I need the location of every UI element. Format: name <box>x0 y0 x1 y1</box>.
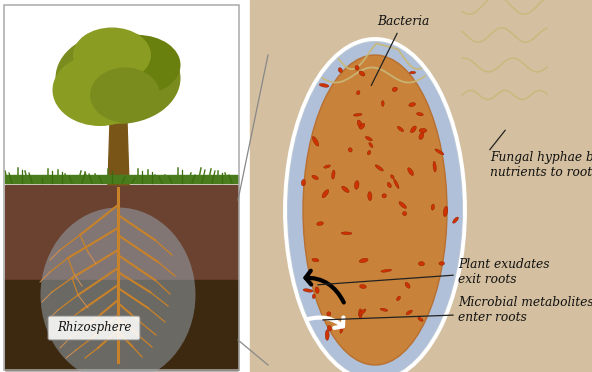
Ellipse shape <box>353 113 362 116</box>
Ellipse shape <box>410 71 416 74</box>
Ellipse shape <box>341 232 352 235</box>
Ellipse shape <box>355 180 359 189</box>
Ellipse shape <box>418 317 423 321</box>
Ellipse shape <box>431 204 435 210</box>
FancyBboxPatch shape <box>48 316 140 340</box>
Text: Fungal hyphae bring
nutrients to roots: Fungal hyphae bring nutrients to roots <box>490 151 592 179</box>
Text: Microbial metabolites
enter roots: Microbial metabolites enter roots <box>458 296 592 324</box>
Ellipse shape <box>403 212 407 216</box>
Ellipse shape <box>381 269 392 272</box>
Ellipse shape <box>359 285 366 289</box>
Ellipse shape <box>419 262 424 266</box>
Ellipse shape <box>359 309 366 315</box>
Ellipse shape <box>324 165 330 168</box>
Ellipse shape <box>408 168 414 176</box>
Ellipse shape <box>406 310 412 315</box>
Ellipse shape <box>312 175 318 180</box>
Ellipse shape <box>368 192 372 201</box>
Ellipse shape <box>367 150 371 155</box>
Ellipse shape <box>397 296 400 301</box>
Ellipse shape <box>443 206 448 217</box>
Ellipse shape <box>338 68 342 73</box>
Polygon shape <box>5 280 238 370</box>
Ellipse shape <box>73 28 151 83</box>
Ellipse shape <box>387 182 391 187</box>
Ellipse shape <box>53 54 147 126</box>
Ellipse shape <box>358 120 362 129</box>
Ellipse shape <box>409 103 416 107</box>
Ellipse shape <box>95 35 181 95</box>
Ellipse shape <box>355 65 359 70</box>
Ellipse shape <box>313 137 318 146</box>
Ellipse shape <box>327 326 332 331</box>
Ellipse shape <box>375 165 384 171</box>
Ellipse shape <box>340 326 343 333</box>
Ellipse shape <box>322 190 329 198</box>
Text: Bacteria: Bacteria <box>371 15 429 86</box>
Polygon shape <box>108 122 129 185</box>
Ellipse shape <box>365 137 372 141</box>
Ellipse shape <box>433 161 436 172</box>
Ellipse shape <box>90 67 160 122</box>
Ellipse shape <box>319 83 329 87</box>
Ellipse shape <box>417 112 423 116</box>
Ellipse shape <box>303 55 447 365</box>
Ellipse shape <box>56 32 181 124</box>
Ellipse shape <box>342 186 349 193</box>
Ellipse shape <box>397 126 404 132</box>
Ellipse shape <box>303 289 313 292</box>
Polygon shape <box>5 185 238 370</box>
Polygon shape <box>5 175 238 183</box>
Ellipse shape <box>332 170 335 179</box>
Ellipse shape <box>359 258 368 263</box>
Ellipse shape <box>399 202 407 208</box>
Ellipse shape <box>301 179 305 186</box>
Ellipse shape <box>369 142 373 148</box>
Ellipse shape <box>435 149 444 155</box>
Ellipse shape <box>312 294 316 299</box>
Ellipse shape <box>410 126 416 133</box>
Ellipse shape <box>394 179 399 189</box>
Ellipse shape <box>312 258 319 262</box>
Ellipse shape <box>317 222 323 225</box>
Ellipse shape <box>419 128 427 132</box>
Text: Plant exudates
exit roots: Plant exudates exit roots <box>458 258 549 286</box>
Ellipse shape <box>439 262 445 265</box>
Ellipse shape <box>315 287 319 294</box>
Text: Rhizosphere: Rhizosphere <box>57 321 131 334</box>
Ellipse shape <box>419 132 424 140</box>
Ellipse shape <box>325 330 329 340</box>
Polygon shape <box>250 0 592 372</box>
Ellipse shape <box>359 123 365 129</box>
Ellipse shape <box>405 282 410 288</box>
Ellipse shape <box>356 91 360 95</box>
Ellipse shape <box>348 148 352 152</box>
Ellipse shape <box>391 175 394 179</box>
Ellipse shape <box>380 308 388 311</box>
Ellipse shape <box>453 217 458 223</box>
Ellipse shape <box>359 309 362 318</box>
Ellipse shape <box>382 194 387 198</box>
Ellipse shape <box>327 312 331 316</box>
Ellipse shape <box>40 208 195 372</box>
Ellipse shape <box>287 41 463 372</box>
Ellipse shape <box>359 71 365 76</box>
Ellipse shape <box>392 87 397 92</box>
Ellipse shape <box>381 100 384 106</box>
